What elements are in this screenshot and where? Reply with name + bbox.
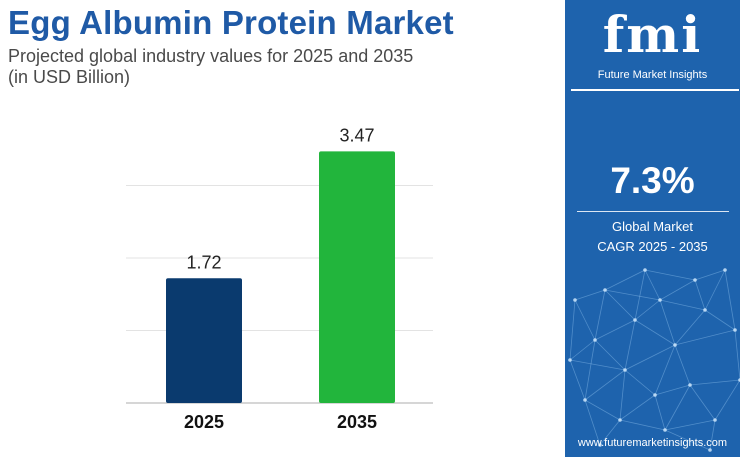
network-line xyxy=(674,344,691,386)
network-line xyxy=(694,269,726,281)
network-line xyxy=(599,419,621,446)
network-line xyxy=(704,309,736,331)
network-line xyxy=(674,329,736,346)
network-line xyxy=(659,279,696,301)
network-node xyxy=(633,318,637,322)
network-line xyxy=(604,289,661,301)
bar-2035 xyxy=(319,151,395,403)
logo-subtitle: Future Market Insights xyxy=(597,69,708,81)
network-node xyxy=(708,448,712,452)
network-line xyxy=(584,369,626,401)
bar-chart: 1.72 2025 3.47 2035 xyxy=(126,125,433,432)
x-tick-label-2025: 2025 xyxy=(184,412,224,432)
x-tick-label-2035: 2035 xyxy=(337,412,377,432)
data-label-2025: 1.72 xyxy=(186,252,221,272)
network-node xyxy=(568,358,572,362)
network-node xyxy=(658,298,662,302)
network-line xyxy=(644,269,696,281)
network-line xyxy=(654,394,666,431)
logo-wordmark: fmi xyxy=(602,5,703,64)
network-line xyxy=(584,339,596,401)
stats-panel: fmi Future Market Insights 7.3% Global M… xyxy=(565,0,740,457)
page-title: Egg Albumin Protein Market xyxy=(8,4,454,41)
network-line xyxy=(704,269,726,311)
network-line xyxy=(604,289,636,321)
cagr-label-line-2: CAGR 2025 - 2035 xyxy=(597,239,708,254)
subtitle-line-2: (in USD Billion) xyxy=(8,67,131,87)
network-node xyxy=(603,288,607,292)
network-line xyxy=(654,384,691,396)
network-line xyxy=(569,339,596,361)
cagr-label-line-1: Global Market xyxy=(612,219,693,234)
network-node xyxy=(693,278,697,282)
network-line xyxy=(619,419,666,431)
network-line xyxy=(724,269,736,331)
network-line xyxy=(654,344,676,396)
network-line xyxy=(634,299,661,321)
network-node xyxy=(598,443,602,447)
network-line xyxy=(569,359,586,401)
network-line xyxy=(594,319,636,341)
network-node xyxy=(688,383,692,387)
bar-2025 xyxy=(166,278,242,403)
network-node xyxy=(583,398,587,402)
website-url: www.futuremarketinsights.com xyxy=(577,437,728,449)
network-line xyxy=(584,399,621,421)
cagr-divider xyxy=(577,211,729,212)
network-node xyxy=(703,308,707,312)
network-line xyxy=(664,429,711,451)
network-line xyxy=(584,399,601,446)
network-line xyxy=(659,299,706,311)
subtitle-line-1: Projected global industry values for 202… xyxy=(8,46,414,66)
network-line xyxy=(634,269,646,321)
network-node xyxy=(618,418,622,422)
network-line xyxy=(574,299,596,341)
fmi-logo: fmi Future Market Insights xyxy=(565,0,740,90)
network-node xyxy=(663,428,667,432)
network-line xyxy=(714,379,740,421)
network-node xyxy=(723,268,727,272)
network-line xyxy=(569,359,626,371)
network-node xyxy=(673,343,677,347)
network-line xyxy=(734,329,740,381)
network-line xyxy=(604,269,646,291)
network-line xyxy=(619,394,656,421)
data-label-2035: 3.47 xyxy=(339,125,374,145)
network-node xyxy=(593,338,597,342)
network-node xyxy=(623,368,627,372)
network-line xyxy=(624,344,676,371)
network-line xyxy=(594,289,606,341)
network-node xyxy=(643,268,647,272)
network-line xyxy=(709,419,716,451)
network-line xyxy=(694,279,706,311)
network-line xyxy=(664,419,716,431)
network-line xyxy=(674,309,706,346)
network-line xyxy=(594,339,626,371)
network-line xyxy=(624,319,636,371)
network-line xyxy=(659,299,676,346)
network-line xyxy=(574,289,606,301)
cagr-value: 7.3% xyxy=(610,160,695,201)
network-line xyxy=(664,384,691,431)
network-line xyxy=(689,379,740,386)
network-node xyxy=(573,298,577,302)
network-line xyxy=(624,369,656,396)
network-line xyxy=(619,369,626,421)
network-line xyxy=(569,299,576,361)
logo-divider xyxy=(571,89,739,91)
network-node xyxy=(653,393,657,397)
network-node xyxy=(733,328,737,332)
network-pattern-graphic xyxy=(568,268,740,452)
network-line xyxy=(634,319,676,346)
network-node xyxy=(713,418,717,422)
network-line xyxy=(689,384,716,421)
network-line xyxy=(644,269,661,301)
